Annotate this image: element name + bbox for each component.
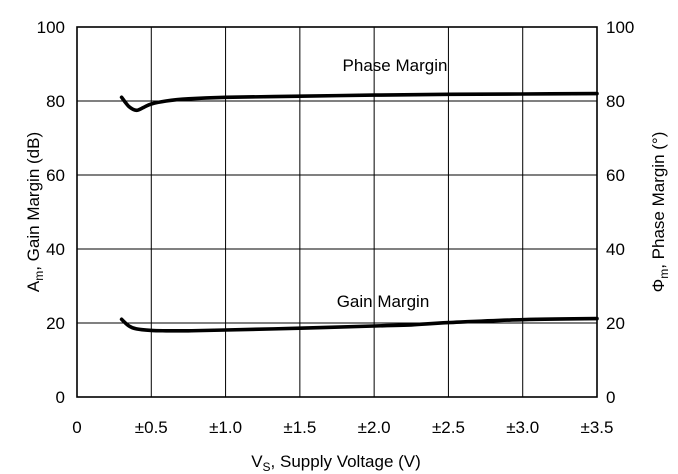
y-left-tick-label: 80 bbox=[46, 92, 65, 111]
y-axis-left-label: Am, Gain Margin (dB) bbox=[24, 132, 46, 292]
grid-lines bbox=[77, 27, 597, 397]
phase-margin-line bbox=[119, 91, 599, 113]
x-tick-label: ±3.0 bbox=[506, 418, 539, 437]
x-tick-label: ±0.5 bbox=[135, 418, 168, 437]
y-right-tick-label: 60 bbox=[606, 166, 625, 185]
gain-margin-annotation: Gain Margin bbox=[337, 292, 430, 311]
gain-margin-line bbox=[119, 316, 599, 333]
x-tick-label: ±1.5 bbox=[283, 418, 316, 437]
y-left-tick-label: 100 bbox=[37, 18, 65, 37]
series-lines bbox=[119, 91, 599, 333]
x-tick-label: ±3.5 bbox=[581, 418, 614, 437]
x-tick-label: ±2.5 bbox=[432, 418, 465, 437]
y-right-tick-label: 80 bbox=[606, 92, 625, 111]
y-left-tick-label: 0 bbox=[56, 388, 65, 407]
x-tick-label: ±2.0 bbox=[358, 418, 391, 437]
y-right-tick-label: 40 bbox=[606, 240, 625, 259]
x-tick-label: 0 bbox=[72, 418, 81, 437]
tick-labels: 0 ±0.5 ±1.0 ±1.5 ±2.0 ±2.5 ±3.0 ±3.5 0 20 40 60 80 10… bbox=[37, 18, 635, 437]
y-left-tick-label: 40 bbox=[46, 240, 65, 259]
phase-margin-annotation: Phase Margin bbox=[343, 56, 448, 75]
y-left-tick-label: 20 bbox=[46, 314, 65, 333]
plot-frame bbox=[76, 26, 598, 398]
y-right-tick-label: 100 bbox=[606, 18, 634, 37]
x-axis-label: VS, Supply Voltage (V) bbox=[251, 452, 421, 474]
y-right-tick-label: 20 bbox=[606, 314, 625, 333]
y-right-tick-label: 0 bbox=[606, 388, 615, 407]
y-axis-right-label: Φm, Phase Margin (°) bbox=[649, 132, 671, 293]
y-left-tick-label: 60 bbox=[46, 166, 65, 185]
x-tick-label: ±1.0 bbox=[209, 418, 242, 437]
